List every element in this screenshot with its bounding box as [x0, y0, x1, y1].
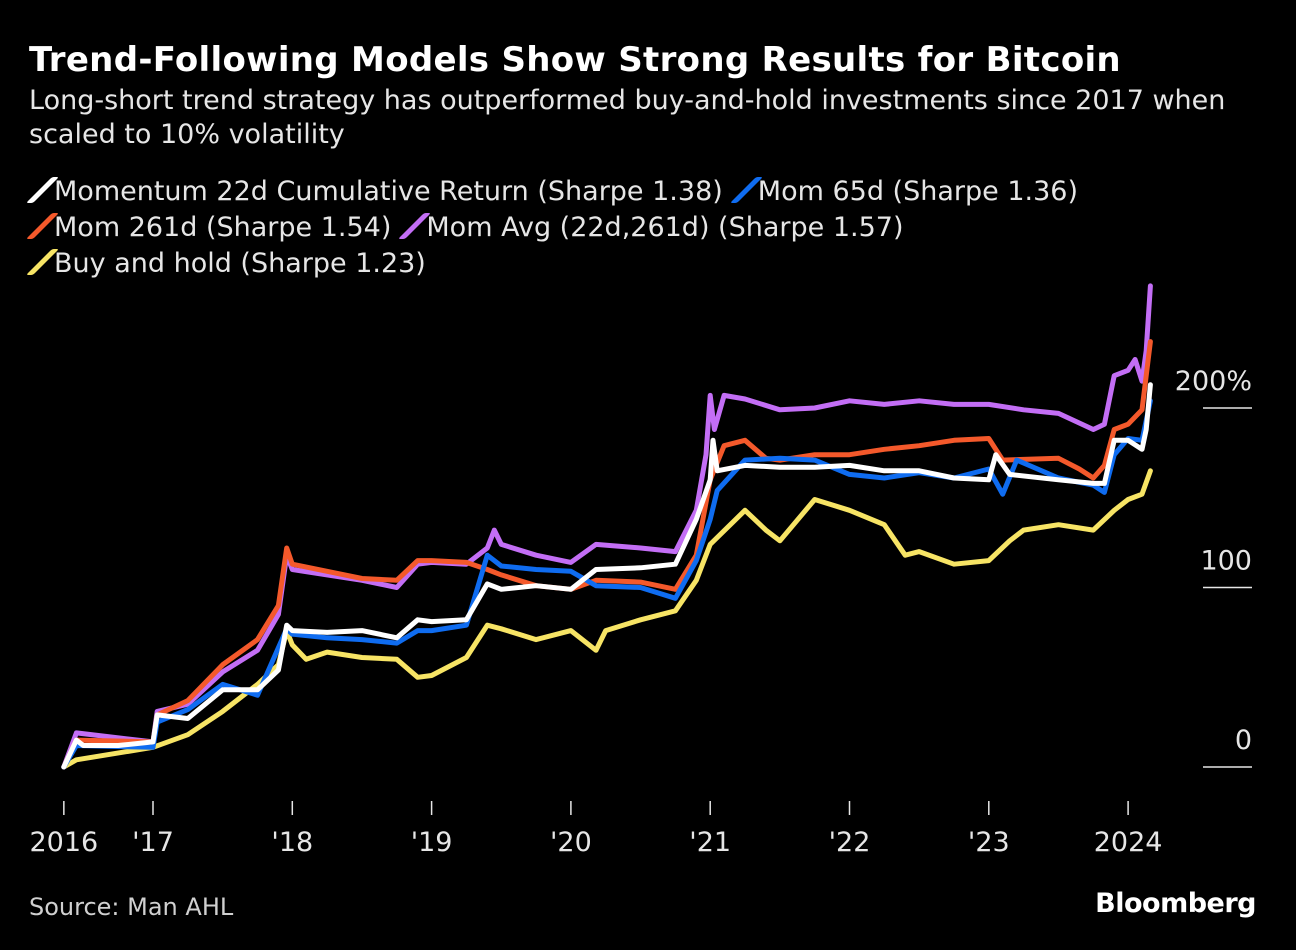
legend-item: Buy and hold (Sharpe 1.23): [26, 246, 426, 282]
x-tick-label: '22: [829, 827, 871, 858]
series-line-mom-261d: [61, 339, 1153, 770]
x-tick-label: '19: [411, 827, 453, 858]
x-tick-label: 2024: [1094, 827, 1163, 858]
legend-label: Momentum 22d Cumulative Return (Sharpe 1…: [54, 176, 723, 207]
legend: Momentum 22d Cumulative Return (Sharpe 1…: [26, 174, 1179, 282]
series-line-buy-and: [61, 468, 1153, 770]
legend-item: Mom 65d (Sharpe 1.36): [729, 174, 1078, 210]
x-tick-label: '21: [689, 827, 731, 858]
x-tick-label: 2016: [29, 827, 98, 858]
chart-subtitle: Long-short trend strategy has outperform…: [29, 85, 1226, 150]
x-tick-label: '17: [132, 827, 174, 858]
bloomberg-logo: Bloomberg: [1095, 888, 1256, 919]
legend-label: Mom 261d (Sharpe 1.54): [54, 212, 392, 243]
legend-item: Momentum 22d Cumulative Return (Sharpe 1…: [26, 174, 723, 210]
series-line-momentum-22d: [61, 382, 1153, 770]
source-note: Source: Man AHL: [29, 893, 234, 921]
x-tick-label: '18: [271, 827, 313, 858]
series-line-mom-avg: [61, 283, 1153, 770]
y-tick-label: 0: [1235, 725, 1252, 756]
x-tick-label: '23: [968, 827, 1010, 858]
legend-item: Mom Avg (22d,261d) (Sharpe 1.57): [398, 210, 904, 246]
legend-label: Mom 65d (Sharpe 1.36): [757, 176, 1078, 207]
legend-label: Mom Avg (22d,261d) (Sharpe 1.57): [426, 212, 904, 243]
legend-item: Mom 261d (Sharpe 1.54): [26, 210, 392, 246]
chart-title: Trend-Following Models Show Strong Resul…: [29, 40, 1121, 80]
x-tick-label: '20: [550, 827, 592, 858]
y-tick-label: 200%: [1175, 366, 1252, 397]
legend-label: Buy and hold (Sharpe 1.23): [54, 248, 426, 279]
y-tick-label: 100: [1200, 546, 1252, 577]
series-line-mom-65d: [61, 398, 1153, 770]
